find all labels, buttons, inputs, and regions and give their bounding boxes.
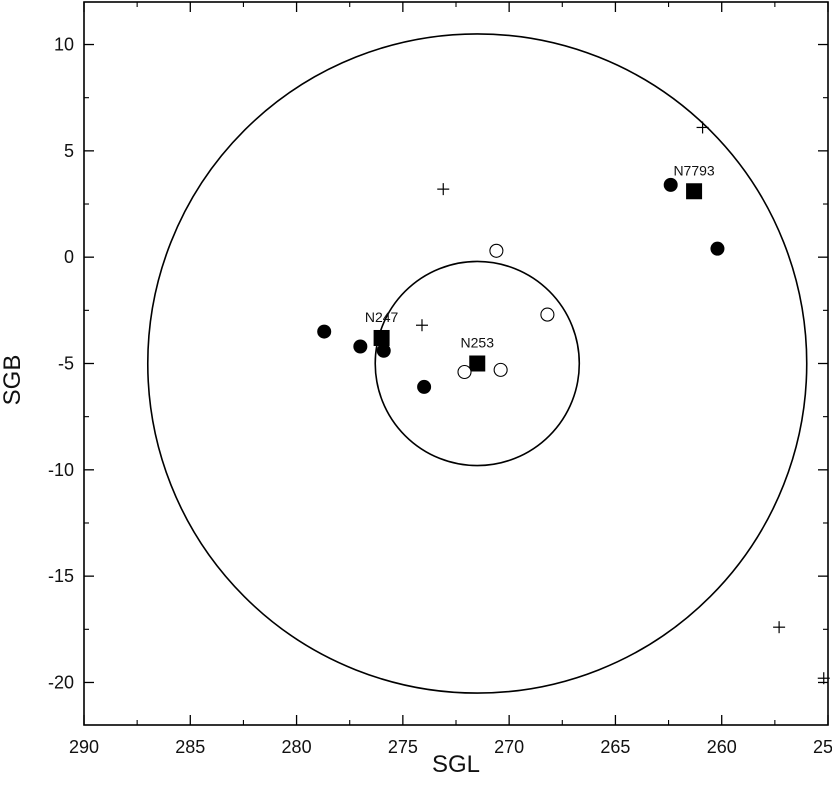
x-tick-label: 275 bbox=[388, 737, 418, 757]
y-tick-label: -10 bbox=[48, 460, 74, 480]
x-tick-label: 260 bbox=[707, 737, 737, 757]
plus-point bbox=[817, 672, 830, 685]
point-label: N253 bbox=[461, 335, 495, 351]
reference-circle bbox=[146, 33, 808, 694]
open-circle-point bbox=[489, 243, 504, 258]
x-tick-labels: 290 285 280 275 270 265 260 255 bbox=[69, 737, 832, 757]
filled-square-point bbox=[686, 183, 703, 200]
point-label: N247 bbox=[365, 309, 399, 325]
x-tick-label: 285 bbox=[175, 737, 205, 757]
y-tick-label: 10 bbox=[54, 35, 74, 55]
filled-circle-point bbox=[417, 379, 432, 394]
y-tick-label: -5 bbox=[58, 354, 74, 374]
data-points bbox=[317, 121, 830, 685]
y-tick-label: -20 bbox=[48, 672, 74, 692]
x-tick-label: 255 bbox=[813, 737, 832, 757]
plus-point bbox=[773, 621, 786, 634]
point-annotations: N247 N253 N7793 bbox=[365, 162, 715, 350]
x-tick-label: 270 bbox=[494, 737, 524, 757]
plus-point bbox=[437, 183, 450, 196]
x-tick-label: 280 bbox=[282, 737, 312, 757]
y-tick-labels: 10 5 0 -5 -10 -15 -20 bbox=[48, 35, 74, 693]
filled-circle-point bbox=[317, 324, 332, 339]
open-circle-point bbox=[457, 364, 472, 380]
x-tick-label: 290 bbox=[69, 737, 99, 757]
open-circle-point bbox=[493, 362, 508, 377]
axis-ticks bbox=[83, 2, 829, 725]
plus-point bbox=[696, 121, 709, 134]
y-tick-label: 0 bbox=[64, 247, 74, 267]
point-label: N7793 bbox=[673, 162, 714, 178]
filled-square-point bbox=[469, 355, 486, 372]
filled-circle-point bbox=[710, 241, 725, 256]
plus-point bbox=[415, 319, 428, 332]
reference-circle bbox=[374, 260, 581, 467]
filled-circle-point bbox=[376, 343, 391, 358]
y-tick-label: 5 bbox=[64, 141, 74, 161]
reference-circles bbox=[146, 33, 808, 694]
x-tick-label: 265 bbox=[600, 737, 630, 757]
filled-circle-point bbox=[663, 177, 678, 192]
filled-circle-point bbox=[353, 339, 368, 354]
plot-frame bbox=[83, 1, 829, 726]
x-axis-title: SGL bbox=[432, 751, 480, 778]
y-tick-label: -15 bbox=[48, 566, 74, 586]
open-circle-point bbox=[540, 307, 555, 322]
y-axis-title: SGB bbox=[0, 355, 26, 406]
filled-square-point bbox=[373, 329, 390, 346]
